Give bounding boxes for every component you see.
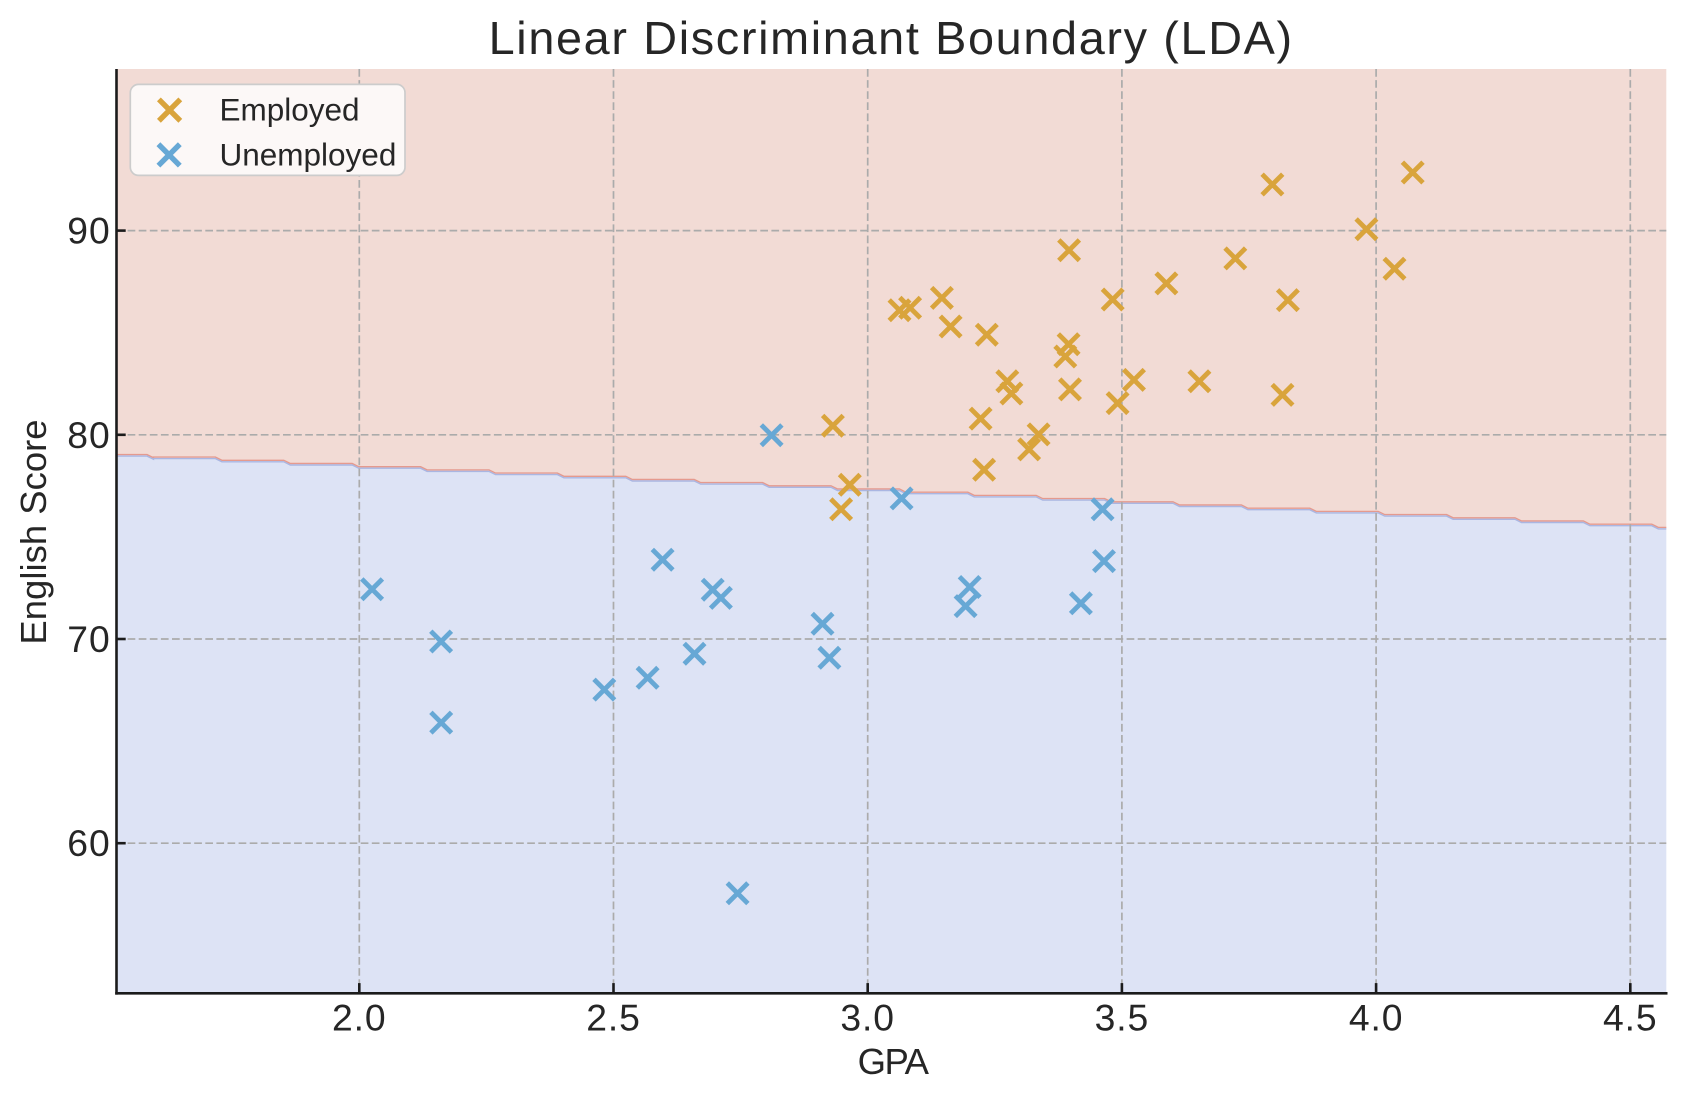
- svg-text:90: 90: [67, 210, 110, 252]
- svg-text:Unemployed: Unemployed: [220, 137, 397, 173]
- svg-text:2.0: 2.0: [332, 996, 387, 1038]
- svg-text:2.5: 2.5: [586, 996, 641, 1038]
- svg-text:Employed: Employed: [220, 92, 360, 128]
- svg-text:80: 80: [67, 414, 110, 456]
- svg-text:70: 70: [67, 618, 110, 660]
- svg-text:GPA: GPA: [858, 1041, 930, 1082]
- svg-text:English Score: English Score: [13, 419, 54, 644]
- svg-text:Linear Discriminant Boundary (: Linear Discriminant Boundary (LDA): [489, 12, 1294, 64]
- svg-text:3.0: 3.0: [840, 996, 895, 1038]
- svg-text:60: 60: [67, 822, 110, 864]
- svg-text:4.0: 4.0: [1349, 996, 1404, 1038]
- svg-text:4.5: 4.5: [1603, 996, 1658, 1038]
- svg-text:3.5: 3.5: [1095, 996, 1150, 1038]
